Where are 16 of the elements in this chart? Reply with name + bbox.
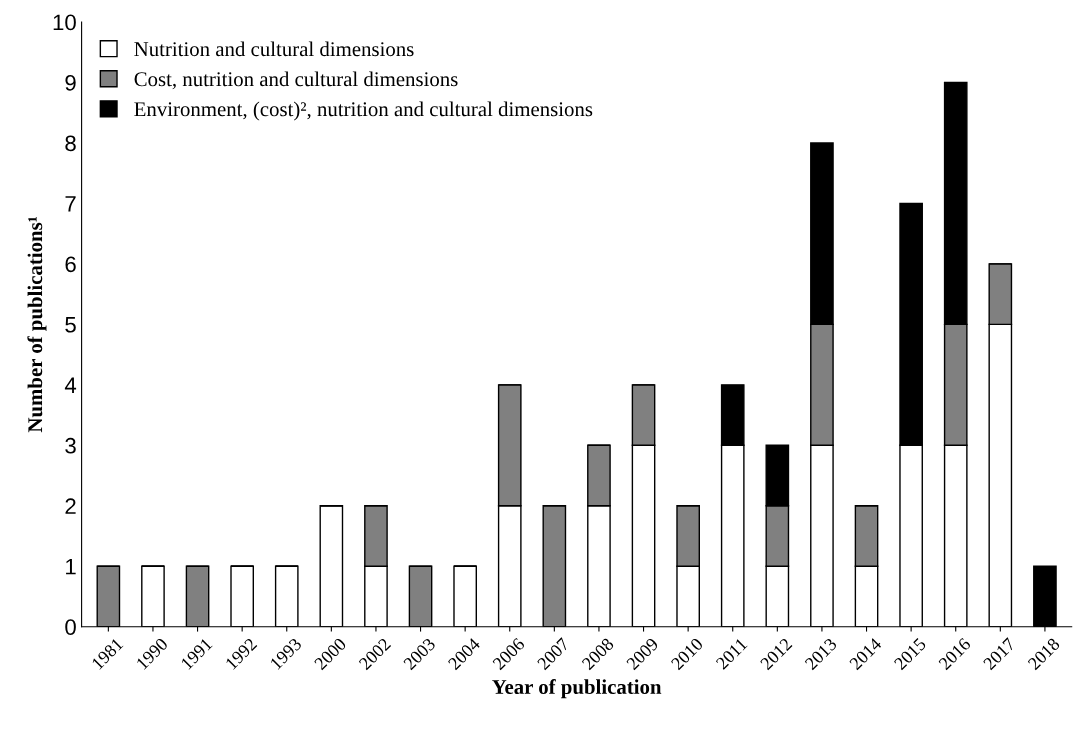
y-tick-label: 2 — [65, 498, 76, 514]
y-axis-title: Number of publications¹ — [27, 216, 47, 433]
legend-label: Nutrition and cultural dimensions — [134, 41, 414, 57]
y-tick-label: 10 — [53, 14, 76, 31]
x-axis-title: Year of publication — [492, 679, 662, 699]
y-tick-label: 6 — [65, 256, 76, 273]
y-tick-label: 4 — [64, 377, 77, 393]
y-tick-label: 1 — [66, 559, 76, 575]
y-tick-label: 0 — [65, 619, 76, 635]
y-tick-label: 9 — [65, 75, 76, 91]
legend-label: Cost, nutrition and cultural dimensions — [134, 71, 458, 90]
y-tick-label: 7 — [65, 196, 76, 212]
legend-label: Environment, (cost)², nutrition and cultural dimensions — [134, 101, 593, 121]
y-tick-label: 3 — [65, 437, 76, 454]
y-tick-label: 8 — [65, 135, 76, 152]
y-tick-label: 5 — [65, 317, 76, 333]
